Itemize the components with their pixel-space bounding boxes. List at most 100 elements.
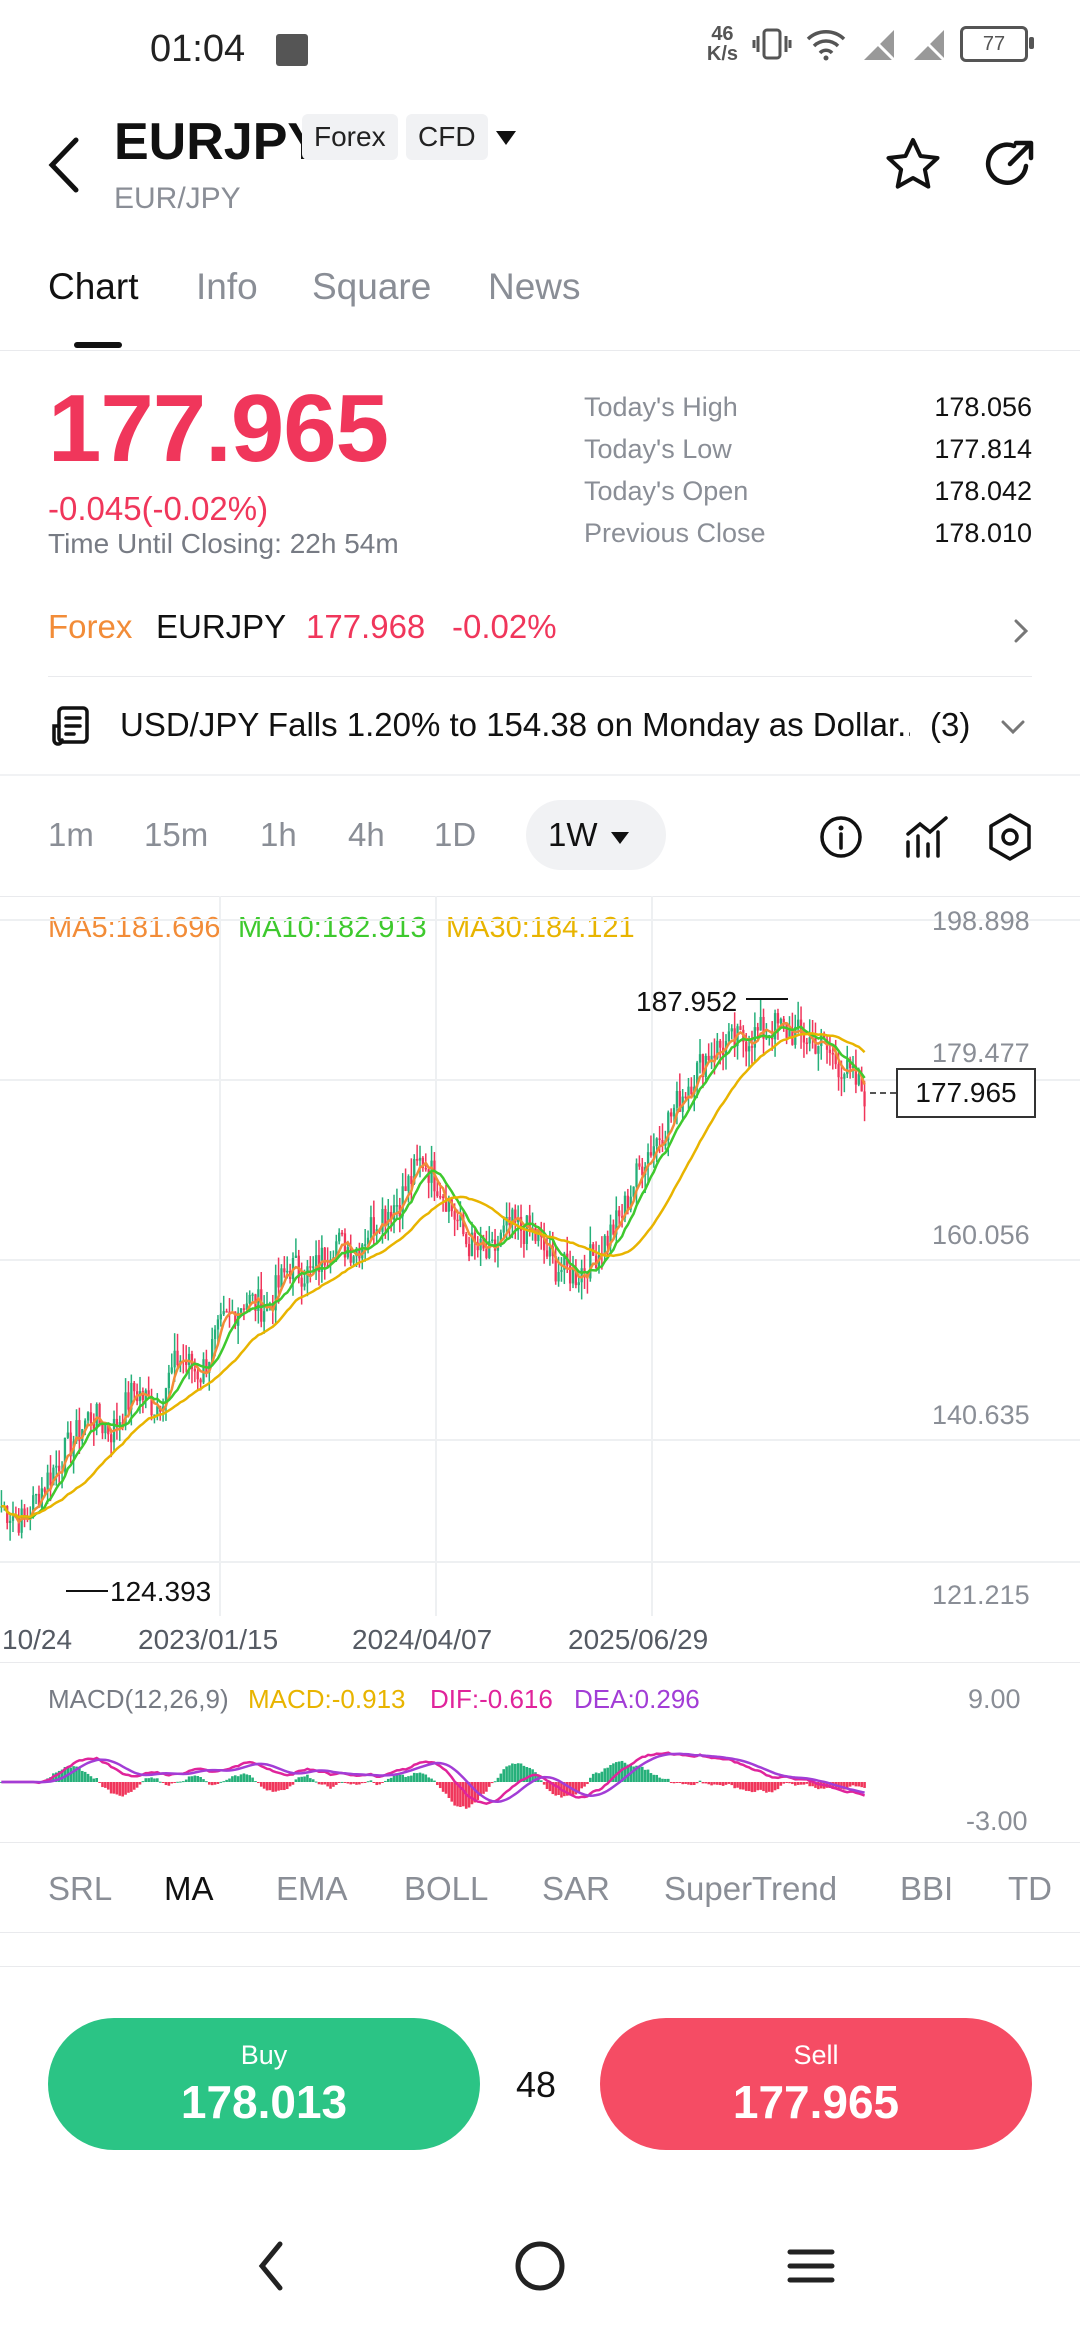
- dif-value: DIF:-0.616: [430, 1684, 553, 1714]
- macd-bar: [808, 1782, 812, 1787]
- macd-bar: [135, 1782, 139, 1788]
- macd-bar: [626, 1764, 630, 1782]
- candle: [756, 1027, 759, 1031]
- candle: [491, 1239, 494, 1242]
- macd-bar: [467, 1782, 471, 1808]
- macd-divider: [0, 1662, 1080, 1663]
- candle: [814, 1038, 817, 1054]
- indicator-icon[interactable]: [904, 814, 950, 860]
- candle: [156, 1406, 159, 1415]
- macd-bar: [666, 1778, 670, 1782]
- candle: [514, 1209, 517, 1223]
- macd-bar: [767, 1782, 771, 1792]
- timeframe-1m[interactable]: 1m: [48, 816, 94, 853]
- indicator-boll[interactable]: BOLL: [404, 1870, 489, 1907]
- macd-bar: [164, 1782, 168, 1786]
- price-change: -0.045(-0.02%): [48, 490, 269, 527]
- news-headline[interactable]: USD/JPY Falls 1.20% to 154.38 on Monday …: [120, 706, 910, 743]
- candle: [687, 1086, 690, 1098]
- timeframe-divider: [0, 896, 1080, 897]
- candle: [407, 1176, 410, 1191]
- macd-bar: [505, 1766, 508, 1782]
- macd-bar: [441, 1782, 445, 1792]
- candle: [574, 1267, 578, 1286]
- candle: [788, 1028, 791, 1038]
- macd-bar: [346, 1782, 350, 1784]
- timeframe-1w-button[interactable]: [526, 800, 666, 870]
- candle: [69, 1432, 72, 1457]
- candle: [808, 1037, 811, 1044]
- buy-button[interactable]: Buy 178.013: [48, 2018, 480, 2150]
- info-icon[interactable]: [818, 814, 864, 860]
- candle: [797, 1019, 800, 1027]
- macd-bar: [851, 1782, 855, 1786]
- ma5-legend: MA5:181.696: [48, 912, 221, 944]
- candle: [170, 1367, 173, 1373]
- macd-bar: [516, 1763, 520, 1782]
- indicator-sar[interactable]: SAR: [542, 1870, 610, 1907]
- indicator-td[interactable]: TD: [1008, 1870, 1052, 1907]
- candle: [439, 1196, 442, 1198]
- macd-bar: [513, 1763, 517, 1782]
- chevron-down-icon[interactable]: [998, 712, 1028, 742]
- candle: [352, 1256, 355, 1263]
- macd-bar: [222, 1781, 226, 1783]
- nav-back-icon[interactable]: [250, 2236, 294, 2296]
- candle: [213, 1329, 217, 1340]
- share-icon[interactable]: [980, 136, 1038, 194]
- candle: [470, 1232, 474, 1257]
- macd-bar: [355, 1782, 358, 1785]
- macd-bar: [678, 1782, 682, 1783]
- tab-info[interactable]: Info: [196, 266, 258, 307]
- candle: [153, 1414, 156, 1416]
- back-arrow-icon[interactable]: [40, 130, 90, 200]
- indicator-supertrend[interactable]: SuperTrend: [664, 1870, 838, 1907]
- macd-bar: [340, 1781, 344, 1783]
- price-chart[interactable]: [0, 896, 1080, 1616]
- candle: [17, 1516, 20, 1533]
- nav-home-icon[interactable]: [512, 2236, 568, 2296]
- macd-bar: [228, 1778, 231, 1782]
- macd-bar: [811, 1782, 814, 1787]
- macd-bar: [511, 1763, 514, 1782]
- candle: [782, 1018, 785, 1023]
- timeframe-1d[interactable]: 1D: [434, 816, 477, 853]
- tab-news[interactable]: News: [488, 266, 581, 307]
- tab-square[interactable]: Square: [312, 266, 432, 307]
- low-marker-line: [66, 1590, 108, 1592]
- candle: [202, 1359, 205, 1383]
- forex-symbol: EURJPY: [156, 608, 287, 645]
- candle: [626, 1195, 630, 1210]
- macd-y-tick-1: -3.00: [966, 1806, 1028, 1836]
- indicator-bbi[interactable]: BBI: [900, 1870, 954, 1907]
- timeframe-1h[interactable]: 1h: [260, 816, 297, 853]
- timeframe-15m[interactable]: 15m: [144, 816, 209, 853]
- macd-bar: [372, 1782, 376, 1783]
- caret-down-icon[interactable]: [494, 128, 518, 148]
- candle: [245, 1303, 248, 1310]
- indicator-ema[interactable]: EMA: [276, 1870, 348, 1907]
- tab-chart[interactable]: Chart: [48, 266, 139, 307]
- y-tick-2: 160.056: [932, 1220, 1030, 1250]
- nav-menu-icon[interactable]: [786, 2236, 836, 2296]
- macd-chart[interactable]: [0, 1720, 1080, 1830]
- candle: [410, 1176, 413, 1184]
- indicator-ma[interactable]: MA: [164, 1870, 214, 1907]
- timeframe-4h[interactable]: 4h: [348, 816, 385, 853]
- star-icon[interactable]: [884, 136, 942, 194]
- candle: [580, 1268, 583, 1283]
- candle: [52, 1467, 55, 1486]
- candle: [222, 1311, 225, 1315]
- settings-icon[interactable]: [986, 812, 1034, 862]
- candle: [603, 1235, 606, 1256]
- candle: [101, 1424, 104, 1434]
- sell-button[interactable]: Sell 177.965: [600, 2018, 1032, 2150]
- macd-bar: [672, 1782, 676, 1784]
- macd-bar: [101, 1782, 104, 1788]
- chevron-right-icon[interactable]: [1006, 616, 1036, 646]
- candle: [78, 1420, 81, 1442]
- macd-bar: [493, 1781, 497, 1783]
- macd-bar: [193, 1775, 197, 1782]
- indicator-srl[interactable]: SRL: [48, 1870, 113, 1907]
- caret-down-icon: [611, 832, 629, 844]
